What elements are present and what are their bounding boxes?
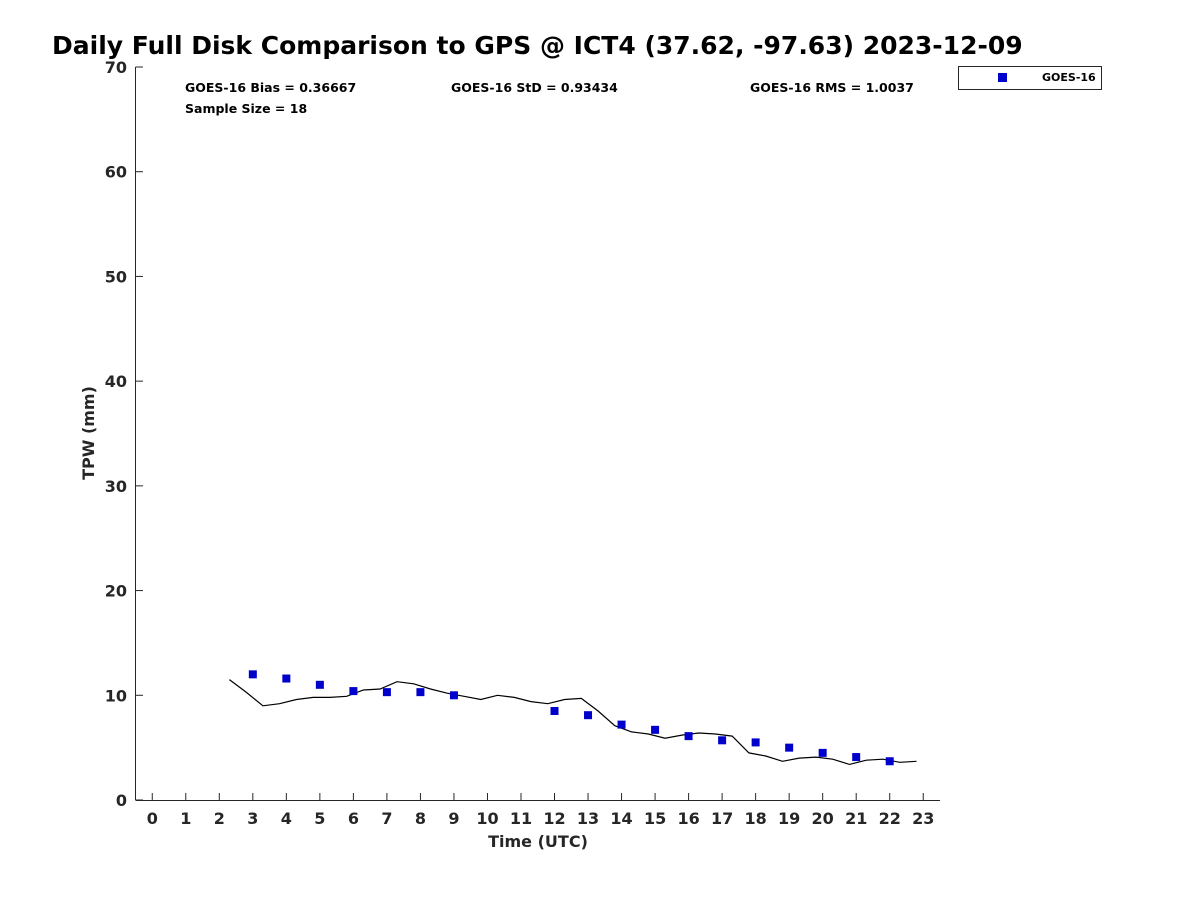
goes16-point bbox=[617, 720, 626, 729]
y-tick-label: 40 bbox=[105, 372, 127, 391]
goes16-point bbox=[651, 725, 660, 734]
x-tick-label: 14 bbox=[610, 809, 632, 828]
x-tick-label: 16 bbox=[677, 809, 699, 828]
goes16-point bbox=[382, 688, 391, 697]
y-tick-label: 50 bbox=[105, 267, 127, 286]
y-tick-label: 10 bbox=[105, 686, 127, 705]
x-tick-label: 17 bbox=[711, 809, 733, 828]
goes16-point bbox=[550, 706, 559, 715]
x-tick-label: 19 bbox=[778, 809, 800, 828]
x-ticks: 0 1 2 3 4 5 6 7 8 9 10 11 12 13 14 15 16 17 18 19 20 21 22 23 bbox=[147, 793, 934, 828]
y-axis-label: TPW (mm) bbox=[79, 386, 98, 480]
x-tick-label: 7 bbox=[381, 809, 392, 828]
stat-bias: GOES-16 Bias = 0.36667 bbox=[185, 80, 356, 95]
goes16-point bbox=[449, 691, 458, 700]
goes16-point bbox=[282, 674, 291, 683]
gps-series bbox=[229, 679, 917, 766]
goes16-series bbox=[248, 670, 894, 766]
goes16-point bbox=[584, 711, 593, 720]
goes16-point bbox=[818, 748, 827, 757]
x-tick-label: 22 bbox=[879, 809, 901, 828]
x-tick-label: 0 bbox=[147, 809, 158, 828]
stat-sample-size: Sample Size = 18 bbox=[185, 101, 307, 116]
legend-box bbox=[958, 66, 1102, 90]
x-tick-label: 15 bbox=[644, 809, 666, 828]
stat-rms: GOES-16 RMS = 1.0037 bbox=[750, 80, 914, 95]
x-tick-label: 20 bbox=[812, 809, 834, 828]
x-tick-label: 3 bbox=[247, 809, 258, 828]
x-tick-label: 8 bbox=[415, 809, 426, 828]
stat-std: GOES-16 StD = 0.93434 bbox=[451, 80, 618, 95]
x-tick-label: 23 bbox=[912, 809, 934, 828]
x-tick-label: 12 bbox=[543, 809, 565, 828]
x-tick-label: 18 bbox=[745, 809, 767, 828]
goes16-point bbox=[751, 738, 760, 747]
y-tick-label: 30 bbox=[105, 477, 127, 496]
x-tick-label: 6 bbox=[348, 809, 359, 828]
goes16-point bbox=[349, 687, 358, 696]
legend-label-goes16: GOES-16 bbox=[1042, 71, 1096, 84]
chart-title: Daily Full Disk Comparison to GPS @ ICT4… bbox=[52, 31, 1023, 60]
y-tick-label: 0 bbox=[116, 791, 127, 810]
x-tick-label: 21 bbox=[845, 809, 867, 828]
x-axis-label: Time (UTC) bbox=[488, 832, 588, 851]
gps-line bbox=[229, 679, 917, 766]
x-tick-label: 13 bbox=[577, 809, 599, 828]
goes16-point bbox=[852, 753, 861, 762]
y-tick-label: 60 bbox=[105, 163, 127, 182]
goes16-point bbox=[718, 736, 727, 745]
x-tick-label: 11 bbox=[510, 809, 532, 828]
x-tick-label: 5 bbox=[314, 809, 325, 828]
y-tick-label: 70 bbox=[105, 58, 127, 77]
goes16-point bbox=[248, 670, 257, 679]
x-tick-label: 4 bbox=[281, 809, 292, 828]
x-tick-label: 1 bbox=[180, 809, 191, 828]
x-tick-label: 10 bbox=[476, 809, 498, 828]
legend: GOES-16 bbox=[958, 66, 1102, 90]
goes16-point bbox=[885, 757, 894, 766]
goes16-point bbox=[315, 680, 324, 689]
axes bbox=[135, 67, 940, 801]
y-ticks: 0 10 20 30 40 50 60 70 bbox=[105, 58, 143, 810]
goes16-point bbox=[416, 688, 425, 697]
y-tick-label: 20 bbox=[105, 582, 127, 601]
goes16-point bbox=[785, 743, 794, 752]
legend-marker-goes16 bbox=[998, 73, 1007, 82]
goes16-point bbox=[684, 732, 693, 741]
x-tick-label: 2 bbox=[214, 809, 225, 828]
x-tick-label: 9 bbox=[448, 809, 459, 828]
